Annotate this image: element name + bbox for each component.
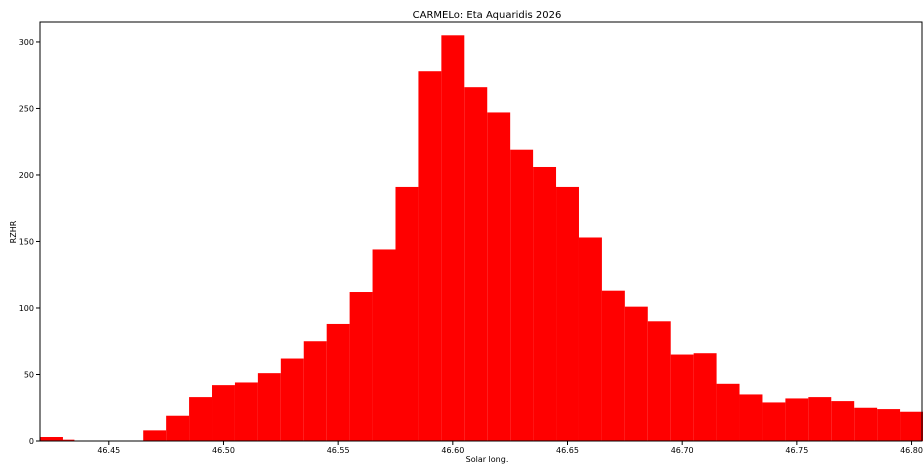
x-axis-label: Solar long. [466,455,509,464]
histogram-bar [716,383,740,441]
histogram-bar [189,397,213,441]
x-tick-label: 46.75 [785,446,808,455]
x-tick-label: 46.65 [556,446,579,455]
histogram-bar [739,394,763,441]
histogram-bar [831,401,855,441]
histogram-bar [624,306,648,441]
histogram-bar [578,237,602,441]
y-tick-label: 300 [19,38,34,47]
histogram-bar [349,292,373,441]
histogram-bar [900,411,923,441]
y-axis-label: RZHR [9,220,18,243]
x-tick-label: 46.55 [327,446,350,455]
y-tick-label: 100 [19,304,34,313]
x-tick-label: 46.70 [671,446,694,455]
histogram-bar [441,35,465,442]
y-tick-label: 150 [19,237,34,246]
plot-frame [39,21,923,442]
histogram-bar [464,87,488,442]
chart-title: CARMELo: Eta Aquaridis 2026 [413,10,562,21]
histogram-bar [693,353,717,441]
x-tick-label: 46.60 [441,446,464,455]
x-tick-label: 46.80 [900,446,923,455]
histogram-bar [40,437,63,441]
y-tick-label: 50 [24,370,34,379]
histogram-bar [854,407,878,441]
histogram-bar [601,290,625,441]
x-tick-label: 46.50 [212,446,235,455]
histogram-bar [395,186,419,441]
histogram-bar [670,354,694,441]
histogram-bar [303,341,327,441]
histogram-bar [877,409,901,441]
histogram-bar [143,430,167,441]
x-axis-ticks: 46.45 46.50 46.55 46.60 46.65 46.70 46.75 46.80 [97,441,923,455]
histogram-bar [234,382,258,441]
bars [40,35,923,442]
histogram-bar [280,358,304,441]
histogram-bar [510,149,534,441]
histogram-bar [212,385,235,441]
y-tick-label: 0 [29,437,34,446]
y-tick-label: 250 [19,104,34,113]
histogram-bar [166,415,190,441]
y-tick-label: 200 [19,171,34,180]
histogram-bar [487,112,511,441]
histogram-bar [533,166,557,442]
histogram-bar [326,323,350,441]
histogram-bar [785,398,809,441]
histogram-bar [418,71,442,441]
y-axis-ticks: 0 50 100 150 200 250 300 [19,38,40,446]
histogram-bar [647,321,671,441]
histogram-bar [808,397,832,441]
histogram-bar [51,439,75,441]
histogram-bar [372,249,396,441]
histogram-bar [257,373,281,441]
x-tick-label: 46.45 [97,446,120,455]
histogram-bar [762,402,786,441]
histogram-bar [556,186,579,441]
